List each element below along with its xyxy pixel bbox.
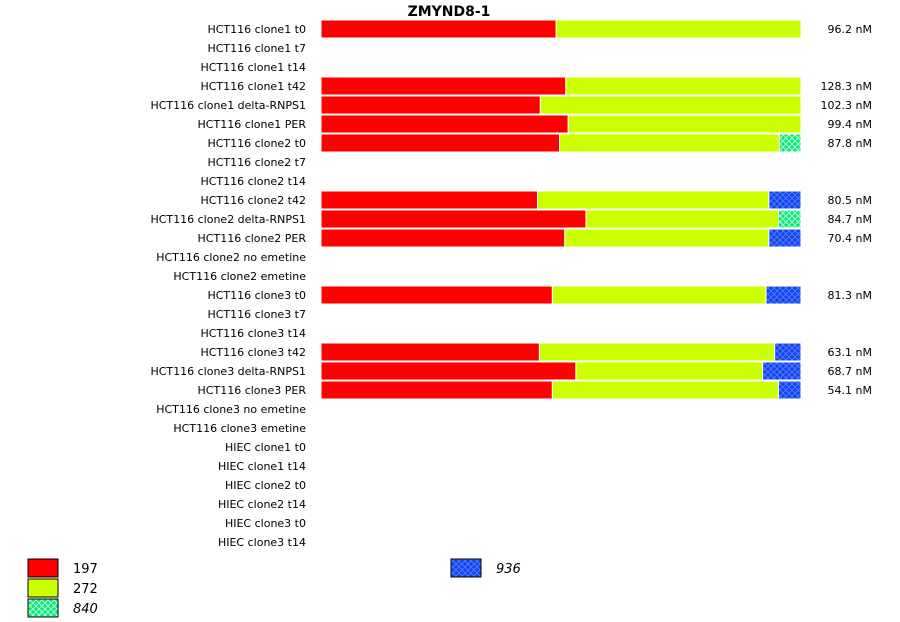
total-label: 80.5 nM bbox=[828, 194, 872, 207]
bar-segment-272 bbox=[538, 342, 776, 362]
row-label: HIEC clone1 t14 bbox=[218, 460, 306, 473]
bar-segment-272 bbox=[559, 133, 780, 153]
legend: 197 272 840 936 bbox=[27, 558, 521, 618]
row-label: HCT116 clone1 t42 bbox=[200, 80, 306, 93]
chart-title: ZMYND8-1 bbox=[408, 4, 491, 20]
total-label: 63.1 nM bbox=[828, 346, 872, 359]
total-label: 84.7 nM bbox=[828, 213, 872, 226]
bar-segment-936 bbox=[768, 190, 802, 210]
bar-segment-272 bbox=[567, 114, 802, 134]
bar-segment-197 bbox=[320, 342, 540, 362]
total-labels: 96.2 nM 128.3 nM 102.3 nM 99.4 nM 87.8 nM 80.… bbox=[821, 23, 872, 397]
bar-segment-272 bbox=[575, 361, 764, 381]
bar-segment-197 bbox=[320, 361, 577, 381]
legend-swatch-936 bbox=[450, 558, 482, 578]
bar-segment-936 bbox=[777, 380, 802, 400]
total-label: 81.3 nM bbox=[828, 289, 872, 302]
total-label: 99.4 nM bbox=[828, 118, 872, 131]
total-label: 96.2 nM bbox=[828, 23, 872, 36]
total-label: 70.4 nM bbox=[828, 232, 872, 245]
bar-segment-197 bbox=[320, 114, 569, 134]
row-label: HCT116 clone2 t14 bbox=[200, 175, 306, 188]
row-label: HCT116 clone3 t7 bbox=[207, 308, 306, 321]
bar-segment-936 bbox=[774, 342, 802, 362]
bar-segment-272 bbox=[536, 190, 770, 210]
bar-segment-197 bbox=[320, 190, 538, 210]
total-label: 54.1 nM bbox=[828, 384, 872, 397]
row-label: HCT116 clone2 delta-RNPS1 bbox=[150, 213, 306, 226]
legend-label: 936 bbox=[496, 562, 521, 577]
row-label: HCT116 clone2 PER bbox=[198, 232, 307, 245]
bar-segment-272 bbox=[564, 228, 770, 248]
legend-label: 840 bbox=[73, 602, 98, 617]
row-label: HCT116 clone1 PER bbox=[198, 118, 307, 131]
bar-segment-197 bbox=[320, 285, 553, 305]
row-label: HCT116 clone2 t0 bbox=[207, 137, 306, 150]
row-label: HCT116 clone2 no emetine bbox=[156, 251, 306, 264]
bar-segment-197 bbox=[320, 76, 567, 96]
total-label: 128.3 nM bbox=[821, 80, 872, 93]
bar-segment-197 bbox=[320, 95, 541, 115]
bar-segment-197 bbox=[320, 19, 557, 39]
bar-segment-272 bbox=[555, 19, 802, 39]
bar-segment-272 bbox=[539, 95, 802, 115]
row-label: HCT116 clone2 t7 bbox=[207, 156, 306, 169]
legend-swatch-840 bbox=[27, 598, 59, 618]
row-label: HCT116 clone3 emetine bbox=[173, 422, 306, 435]
bar-segment-272 bbox=[565, 76, 802, 96]
row-label: HIEC clone2 t0 bbox=[225, 479, 306, 492]
row-label: HCT116 clone3 no emetine bbox=[156, 403, 306, 416]
bar-segment-197 bbox=[320, 209, 587, 229]
row-label: HIEC clone3 t0 bbox=[225, 517, 306, 530]
total-label: 102.3 nM bbox=[821, 99, 872, 112]
row-label: HIEC clone3 t14 bbox=[218, 536, 306, 549]
bar-segment-840 bbox=[778, 133, 802, 153]
total-label: 87.8 nM bbox=[828, 137, 872, 150]
row-label: HCT116 clone1 t0 bbox=[207, 23, 306, 36]
bar-segment-197 bbox=[320, 133, 561, 153]
row-label: HCT116 clone3 t0 bbox=[207, 289, 306, 302]
row-label: HCT116 clone3 t14 bbox=[200, 327, 306, 340]
row-label: HCT116 clone1 t7 bbox=[207, 42, 306, 55]
bar-segment-936 bbox=[768, 228, 802, 248]
legend-swatch-197 bbox=[27, 558, 59, 578]
bar-segment-936 bbox=[765, 285, 802, 305]
row-labels: HCT116 clone1 t0 HCT116 clone1 t7 HCT116 c… bbox=[150, 23, 306, 549]
row-label: HCT116 clone2 t42 bbox=[200, 194, 306, 207]
row-label: HCT116 clone2 emetine bbox=[173, 270, 306, 283]
total-label: 68.7 nM bbox=[828, 365, 872, 378]
bar-segment-272 bbox=[551, 380, 779, 400]
legend-label: 272 bbox=[73, 582, 98, 597]
row-label: HCT116 clone1 t14 bbox=[200, 61, 306, 74]
row-label: HCT116 clone3 t42 bbox=[200, 346, 306, 359]
bar-segment-936 bbox=[762, 361, 802, 381]
row-label: HIEC clone1 t0 bbox=[225, 441, 306, 454]
row-label: HIEC clone2 t14 bbox=[218, 498, 306, 511]
legend-swatch-272 bbox=[27, 578, 59, 598]
bar-segment-197 bbox=[320, 228, 566, 248]
row-label: HCT116 clone3 PER bbox=[198, 384, 307, 397]
bar-segment-272 bbox=[551, 285, 767, 305]
legend-label: 197 bbox=[73, 562, 98, 577]
bars bbox=[320, 19, 802, 400]
bar-segment-840 bbox=[777, 209, 802, 229]
bar-segment-197 bbox=[320, 380, 553, 400]
row-label: HCT116 clone1 delta-RNPS1 bbox=[150, 99, 306, 112]
row-label: HCT116 clone3 delta-RNPS1 bbox=[150, 365, 306, 378]
bar-segment-272 bbox=[585, 209, 779, 229]
